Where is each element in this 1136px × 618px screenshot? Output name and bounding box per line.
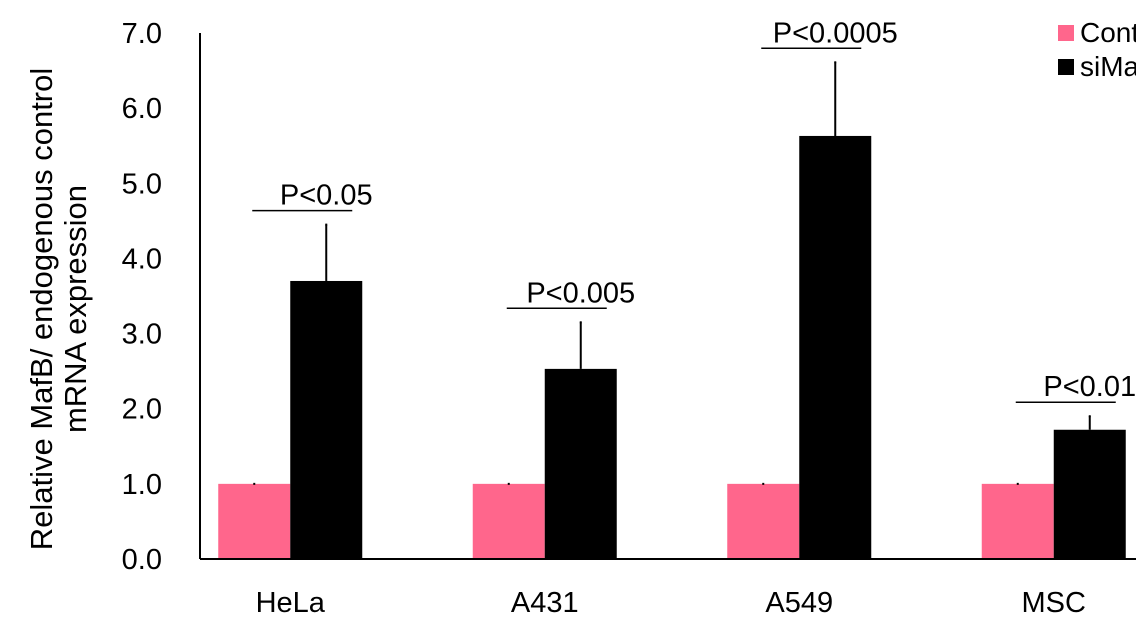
- legend-label-control: Control: [1080, 17, 1136, 48]
- y-tick-label: 6.0: [122, 93, 162, 125]
- legend-item-simafb: siMafB: [1058, 50, 1136, 84]
- significance-label: P<0.005: [526, 277, 635, 309]
- significance-label: P<0.05: [280, 180, 373, 212]
- y-tick-label: 4.0: [122, 243, 162, 275]
- y-tick-label: 7.0: [122, 18, 162, 50]
- legend: Control siMafB: [1058, 16, 1136, 84]
- bar-control: [472, 483, 545, 559]
- bar-control: [218, 483, 291, 559]
- y-tick-label: 1.0: [122, 469, 162, 501]
- x-tick-label: A549: [765, 587, 833, 618]
- legend-item-control: Control: [1058, 16, 1136, 50]
- y-tick-label: 5.0: [122, 168, 162, 200]
- y-tick-label: 2.0: [122, 394, 162, 426]
- y-axis-label-line-1: Relative MafB/ endogenous control: [24, 67, 59, 551]
- y-axis-label-line-2: mRNA expression: [58, 184, 93, 434]
- x-tick-label: HeLa: [256, 587, 326, 618]
- y-axis-label: Relative MafB/ endogenous control mRNA e…: [4, 0, 114, 618]
- legend-swatch-simafb: [1058, 59, 1074, 75]
- x-tick-label: MSC: [1022, 587, 1086, 618]
- legend-swatch-control: [1058, 25, 1074, 41]
- bar-simafb: [799, 135, 872, 559]
- bar-control: [981, 483, 1054, 559]
- y-tick-label: 3.0: [122, 319, 162, 351]
- x-tick-label: A431: [511, 587, 579, 618]
- significance-label: P<0.0005: [773, 17, 898, 49]
- bar-control: [727, 483, 800, 559]
- bar-simafb: [544, 368, 617, 559]
- significance-label: P<0.01: [1043, 371, 1136, 403]
- y-tick-label: 0.0: [122, 544, 162, 576]
- legend-label-simafb: siMafB: [1080, 51, 1136, 82]
- bar-simafb: [1053, 429, 1126, 559]
- bar-simafb: [290, 280, 363, 559]
